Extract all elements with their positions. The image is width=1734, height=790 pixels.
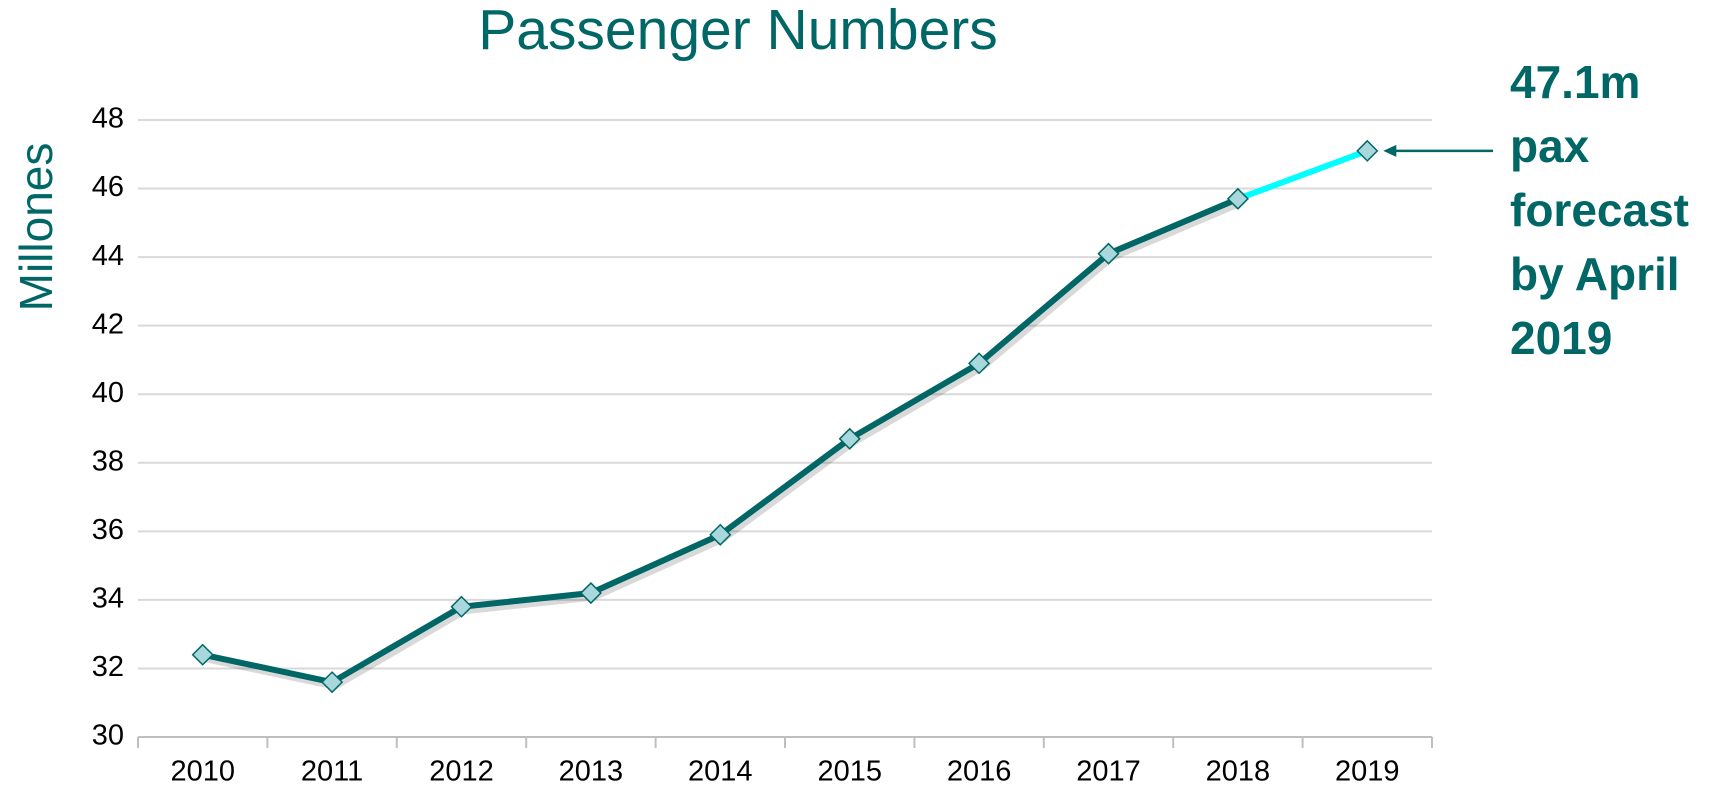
x-tick-label: 2011	[301, 756, 363, 788]
y-tick-label: 46	[92, 171, 124, 203]
x-tick-label: 2014	[688, 756, 753, 788]
y-tick-label: 36	[92, 514, 124, 546]
y-axis-label: Millones	[10, 143, 62, 312]
y-tick-label: 30	[92, 720, 124, 752]
marker	[709, 523, 732, 546]
annotation-text: 2019	[1510, 312, 1612, 364]
x-tick-label: 2018	[1206, 756, 1271, 788]
marker	[450, 595, 473, 618]
forecast-line	[1236, 148, 1369, 202]
x-tick-label: 2019	[1335, 756, 1400, 788]
x-tick-label: 2016	[947, 756, 1012, 788]
x-tick-label: 2015	[817, 756, 882, 788]
marker	[1356, 139, 1379, 162]
marker	[321, 671, 344, 694]
annotation-arrowhead	[1383, 144, 1397, 157]
annotation-text: pax	[1510, 120, 1590, 172]
series-line	[202, 196, 1240, 686]
marker	[838, 427, 861, 450]
y-tick-label: 38	[92, 445, 124, 477]
x-tick-label: 2010	[170, 756, 235, 788]
chart-title: Passenger Numbers	[478, 0, 998, 62]
marker	[1097, 242, 1120, 265]
marker	[1226, 187, 1249, 210]
y-tick-label: 42	[92, 308, 124, 340]
y-tick-label: 40	[92, 377, 124, 409]
x-tick-label: 2012	[429, 756, 494, 788]
marker	[191, 643, 214, 666]
y-tick-label: 48	[92, 103, 124, 135]
marker	[968, 352, 991, 375]
marker	[579, 581, 602, 605]
x-tick-label: 2013	[559, 756, 624, 788]
y-tick-label: 32	[92, 651, 124, 683]
x-tick-label: 2017	[1076, 756, 1141, 788]
annotation-text: by April	[1510, 248, 1680, 300]
y-tick-label: 44	[92, 240, 124, 272]
annotation-text: forecast	[1510, 184, 1689, 236]
annotation-text: 47.1m	[1510, 56, 1640, 108]
y-tick-label: 34	[92, 583, 124, 615]
